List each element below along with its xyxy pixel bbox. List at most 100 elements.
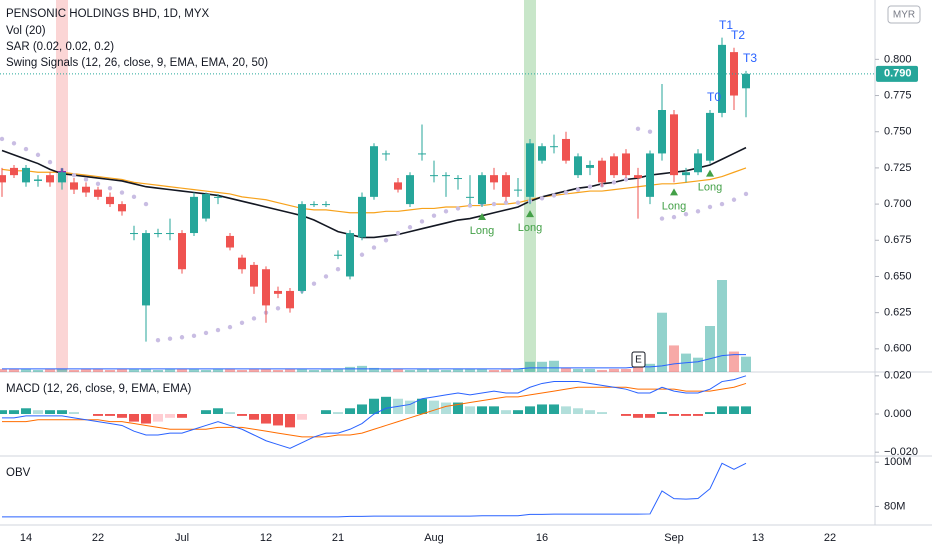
macd-histogram-bar — [681, 414, 691, 416]
y-tick-label: 80M — [884, 500, 905, 512]
sar-dot — [371, 245, 377, 250]
volume-bar — [717, 280, 727, 372]
sar-dot — [215, 327, 221, 333]
volume-bar — [621, 368, 631, 372]
sar-dot — [119, 190, 125, 195]
volume-bar — [633, 363, 643, 372]
target-label: T3 — [743, 51, 757, 65]
sar-dot — [95, 181, 101, 187]
sar-dot — [491, 201, 497, 207]
volume-bar — [129, 368, 139, 372]
candle-body — [58, 172, 66, 183]
candle-body — [718, 44, 726, 113]
volume-bar — [261, 368, 271, 372]
candle-body — [118, 204, 126, 212]
volume-bar — [0, 368, 7, 372]
y-tick-label: 0.725 — [884, 162, 912, 174]
macd-histogram-bar — [237, 414, 247, 416]
macd-histogram-bar — [261, 414, 271, 424]
candle-body — [394, 182, 402, 190]
sar-dot — [143, 201, 149, 207]
sar-dot — [167, 336, 173, 341]
target-label: T0 — [707, 90, 721, 104]
volume-bar — [537, 361, 547, 372]
x-tick-label: 16 — [536, 532, 548, 544]
sar-dot — [47, 159, 53, 165]
volume-bar — [489, 369, 499, 372]
candle-body — [622, 153, 630, 176]
macd-histogram-bar — [405, 400, 415, 414]
volume-bar — [513, 368, 523, 372]
sar-dot — [191, 333, 197, 339]
sar-dot — [659, 216, 665, 221]
sar-dot — [83, 177, 89, 182]
candle-body — [34, 179, 42, 181]
sar-dot — [419, 219, 425, 224]
obv-legend: OBV — [6, 467, 31, 479]
macd-histogram-bar — [297, 414, 307, 420]
y-tick-label: 0.625 — [884, 307, 912, 319]
candle-body — [538, 146, 546, 161]
candle-body — [214, 196, 222, 198]
candle-body — [334, 254, 342, 256]
x-tick-label: 21 — [332, 532, 344, 544]
currency-label: MYR — [893, 10, 915, 21]
sar-dot — [683, 212, 689, 217]
candle-body — [430, 175, 438, 177]
y-tick-label: 0.000 — [884, 408, 912, 420]
macd-histogram-bar — [573, 408, 583, 414]
ema-slow-line — [1, 167, 747, 214]
sar-dot — [155, 337, 161, 343]
candle-body — [346, 233, 354, 277]
macd-histogram-bar — [549, 404, 559, 414]
volume-bar — [141, 368, 151, 372]
background-layer — [0, 0, 932, 526]
sar-legend: SAR (0.02, 0.02, 0.2) — [6, 41, 114, 53]
candle-body — [10, 167, 18, 176]
volume-bar — [561, 367, 571, 372]
macd-histogram-bar — [117, 414, 127, 418]
volume-bar — [273, 369, 283, 372]
sar-dot — [323, 274, 329, 279]
volume-bar — [657, 312, 667, 372]
candle-body — [502, 175, 510, 197]
candle-body — [490, 175, 498, 183]
candle-body — [154, 233, 162, 235]
volume-bar — [285, 368, 295, 372]
volume-bar — [117, 368, 127, 372]
macd-histogram-bar — [333, 412, 343, 414]
volume-bar — [369, 367, 379, 372]
macd-histogram-bar — [657, 412, 667, 414]
macd-histogram-bar — [429, 400, 439, 414]
macd-histogram-bar — [57, 410, 67, 414]
volume-bar — [525, 361, 535, 372]
macd-histogram-bar — [477, 406, 487, 414]
macd-histogram-bar — [669, 414, 679, 416]
macd-histogram-bar — [705, 412, 715, 414]
sar-dot — [719, 201, 725, 207]
sar-dot — [575, 187, 581, 192]
macd-histogram-bar — [165, 414, 175, 418]
macd-histogram-bar — [693, 414, 703, 416]
candle-body — [730, 52, 738, 96]
sar-dot — [671, 214, 677, 220]
macd-histogram-bar — [225, 412, 235, 414]
macd-histogram-bar — [633, 414, 643, 418]
macd-histogram-bar — [345, 408, 355, 414]
labels-layer: PENSONIC HOLDINGS BHD, 1D, MYX Vol (20) … — [6, 5, 921, 544]
macd-histogram-bar — [741, 406, 751, 414]
sar-dot — [179, 335, 185, 340]
x-tick-label: Sep — [664, 532, 684, 544]
long-label: Long — [470, 225, 494, 237]
y-tick-label: 0.675 — [884, 234, 912, 246]
volume-bar — [165, 368, 175, 372]
volume-bar — [33, 369, 43, 372]
y-tick-label: 0.700 — [884, 198, 912, 210]
sar-dot — [695, 209, 701, 214]
long-label: Long — [698, 181, 722, 193]
candle-body — [418, 153, 426, 155]
sar-dot — [227, 324, 233, 330]
candle-body — [310, 204, 318, 206]
sar-dot — [275, 306, 281, 311]
macd-histogram-bar — [0, 410, 7, 414]
